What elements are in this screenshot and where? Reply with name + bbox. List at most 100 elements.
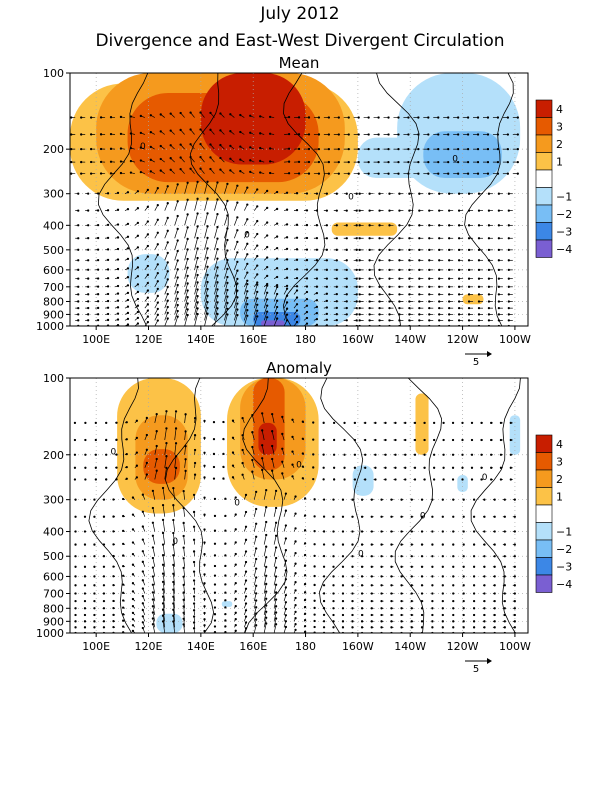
vector-head	[317, 160, 321, 164]
vector-head	[146, 264, 150, 268]
vector-head	[122, 625, 125, 628]
vector-head	[490, 453, 493, 456]
vector-head	[493, 584, 496, 587]
vector-head	[497, 248, 501, 251]
vector-head	[351, 620, 354, 623]
vector-arrow	[234, 185, 238, 194]
vector-arrow	[273, 547, 277, 557]
vector-head	[74, 555, 77, 558]
vector-head	[472, 555, 476, 558]
vector-head	[322, 565, 326, 568]
vector-head	[106, 209, 110, 212]
vector-head	[159, 113, 162, 116]
vector-head	[325, 318, 329, 321]
vector-head	[284, 625, 288, 629]
colorbar-label: −1	[556, 525, 572, 538]
vector-head	[96, 268, 100, 271]
vector-head	[156, 263, 159, 266]
colorbar-box	[535, 134, 553, 153]
vector-head	[467, 285, 471, 288]
vector-head	[184, 445, 187, 448]
vector-head	[213, 564, 217, 568]
vector-head	[380, 613, 383, 617]
x-tick-label: 100W	[499, 333, 531, 346]
vector-head	[466, 148, 470, 151]
vector-head	[255, 535, 258, 538]
vector-head	[203, 629, 206, 633]
vector-arrow	[234, 261, 238, 270]
vector-head	[295, 192, 299, 195]
vector-head	[335, 285, 338, 288]
colorbar-box	[535, 204, 553, 223]
vector-head	[301, 465, 304, 468]
vector-head	[192, 587, 196, 590]
vector-arrow	[204, 226, 208, 239]
vector-head	[441, 584, 444, 587]
vector-head	[295, 258, 299, 261]
vector-head	[513, 530, 516, 533]
vector-head	[470, 421, 474, 425]
vector-head	[312, 438, 315, 441]
vector-head	[384, 453, 387, 456]
vector-head	[182, 489, 185, 493]
vector-head	[313, 515, 316, 518]
vector-head	[77, 192, 80, 195]
vector-head	[380, 620, 383, 623]
vector-head	[77, 224, 80, 227]
vector-head	[274, 583, 278, 586]
vector-head	[325, 209, 329, 212]
vector-head	[265, 533, 268, 537]
vector-head	[313, 543, 316, 546]
vector-head	[438, 268, 441, 272]
vector-head	[256, 244, 259, 247]
vector-head	[244, 510, 248, 514]
vector-head	[322, 466, 325, 469]
vector-head	[126, 191, 130, 194]
vector-head	[149, 158, 152, 161]
vector-arrow	[194, 289, 198, 302]
vector-head	[487, 237, 491, 240]
vector-head	[322, 530, 326, 533]
vector-head	[378, 306, 381, 310]
vector-head	[139, 146, 143, 149]
vector-arrow	[183, 567, 185, 577]
vector-head	[325, 277, 329, 280]
vector-head	[295, 303, 299, 306]
vector-head	[370, 565, 373, 568]
vector-head	[410, 626, 413, 629]
vector-arrow	[164, 242, 169, 250]
vector-head	[284, 607, 288, 611]
vector-head	[70, 147, 73, 151]
vector-head	[275, 299, 279, 302]
vector-head	[236, 269, 239, 272]
vector-head	[462, 626, 465, 629]
vector-head	[234, 528, 237, 531]
vector-head	[417, 116, 420, 119]
vector-arrow	[184, 249, 188, 261]
vector-head	[146, 321, 150, 324]
vector-head	[136, 304, 140, 307]
vectors	[73, 410, 516, 633]
vector-head	[80, 133, 83, 136]
vector-head	[394, 438, 397, 442]
vector-head	[370, 620, 373, 623]
vector-head	[303, 591, 307, 594]
y-tick-label: 800	[43, 602, 64, 615]
vector-head	[367, 160, 370, 164]
vector-head	[206, 236, 209, 240]
vector-head	[116, 312, 120, 315]
y-tick-label: 500	[43, 244, 64, 257]
vector-head	[408, 285, 411, 288]
vector-head	[179, 128, 182, 132]
vector-arrow	[174, 456, 177, 468]
vector-arrow	[271, 414, 275, 423]
vector-head	[109, 160, 113, 163]
vector-arrow	[172, 519, 176, 532]
vector-head	[174, 427, 178, 430]
vector-head	[131, 541, 135, 544]
vector-arrow	[164, 186, 169, 194]
vector-head	[266, 304, 269, 307]
vector-head	[96, 223, 100, 227]
vector-head	[174, 442, 178, 445]
vector-arrow	[224, 296, 228, 309]
